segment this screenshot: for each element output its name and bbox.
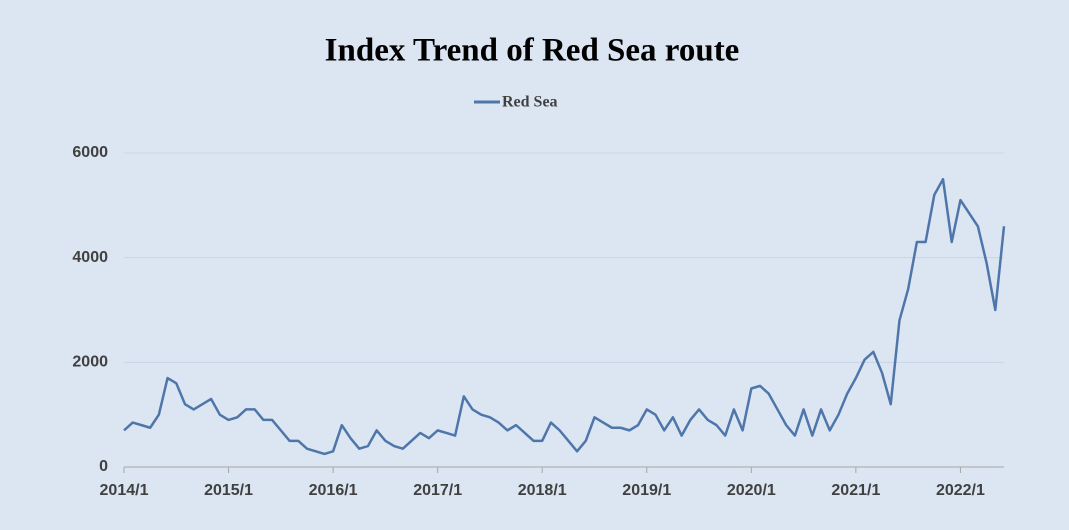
x-tick-label: 2022/1 [936, 482, 985, 499]
chart-title: Index Trend of Red Sea route [325, 33, 740, 69]
y-tick-label: 4000 [72, 249, 108, 266]
legend-label: Red Sea [502, 94, 558, 111]
x-tick-label: 2016/1 [309, 482, 358, 499]
y-tick-label: 2000 [72, 354, 108, 371]
x-tick-label: 2018/1 [518, 482, 567, 499]
x-tick-label: 2021/1 [831, 482, 880, 499]
x-tick-label: 2014/1 [100, 482, 149, 499]
x-tick-label: 2019/1 [622, 482, 671, 499]
y-tick-label: 0 [99, 458, 108, 475]
x-tick-label: 2020/1 [727, 482, 776, 499]
y-tick-label: 6000 [72, 144, 108, 161]
x-tick-label: 2015/1 [204, 482, 253, 499]
x-tick-label: 2017/1 [413, 482, 462, 499]
data-line [123, 177, 1006, 456]
